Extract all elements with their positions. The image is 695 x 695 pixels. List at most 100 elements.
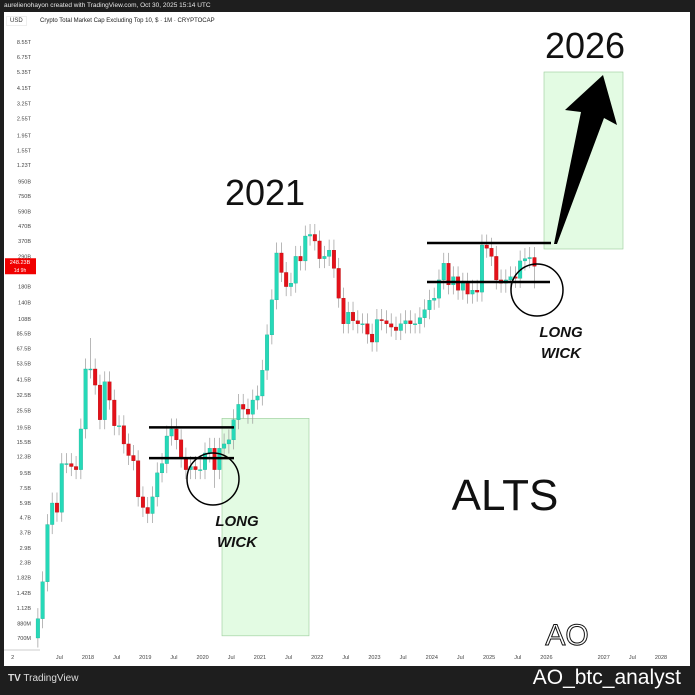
y-tick-label: 290B (18, 254, 31, 260)
candle-body (98, 384, 102, 420)
y-tick-label: 9.5B (20, 471, 32, 477)
y-tick-label: 140B (18, 301, 31, 307)
x-tick-label: Jul (285, 655, 292, 661)
created-by-text: aurelienohayon created with TradingView.… (4, 2, 211, 9)
y-tick-label: 1.82B (17, 575, 32, 581)
long-wick-circle (510, 263, 564, 317)
candle-body (35, 618, 40, 639)
candle-body (360, 323, 365, 325)
x-tick-label: 2024 (426, 655, 438, 661)
ao-logo: AO (545, 619, 588, 652)
currency-button[interactable]: USD (6, 16, 27, 26)
x-tick-label: Jul (228, 655, 235, 661)
candle-body (179, 439, 184, 459)
candle-body (274, 252, 279, 301)
y-tick-label: 7.5B (20, 486, 32, 492)
candle-body (427, 300, 432, 310)
candle-body (489, 248, 494, 257)
candle-body (59, 463, 64, 513)
y-tick-label: 700M (17, 636, 31, 642)
candle-body (284, 272, 289, 287)
y-tick-label: 53.5B (17, 361, 32, 367)
countdown: 1d 9h (14, 268, 27, 274)
candle-body (441, 263, 446, 281)
candle-body (279, 252, 284, 273)
candle-body (336, 268, 341, 299)
candle-body (322, 256, 327, 259)
candle-body (160, 463, 164, 474)
y-tick-label: 5.9B (20, 501, 32, 507)
y-tick-label: 15.5B (17, 440, 32, 446)
tradingview-logo-icon: TV (8, 673, 21, 684)
candle-body (64, 463, 69, 465)
y-tick-label: 1.12B (17, 606, 32, 612)
candle-body (169, 428, 174, 437)
long-wick-label: LONG (215, 513, 259, 530)
y-tick-label: 41.5B (17, 378, 32, 384)
up-arrow-icon (554, 75, 617, 244)
x-tick-label: 2022 (311, 655, 323, 661)
long-wick-circle (186, 452, 240, 506)
candle-body (317, 240, 322, 259)
x-tick-label: 2020 (196, 655, 208, 661)
y-tick-label: 108B (18, 317, 31, 323)
candle-body (126, 443, 131, 456)
candle-body (389, 323, 394, 328)
last-price: 248.23B (10, 260, 31, 266)
candle-body (456, 276, 461, 291)
y-tick-label: 4.15T (17, 86, 32, 92)
candle-body (69, 463, 74, 467)
candle-body (121, 425, 126, 445)
candle-body (107, 381, 112, 401)
y-tick-label: 25.5B (17, 408, 32, 414)
y-tick-label: 3.7B (20, 531, 32, 537)
candle-body (55, 502, 59, 513)
candle-body (331, 250, 336, 269)
x-tick-label: Jul (113, 655, 120, 661)
y-tick-label: 3.25T (17, 101, 32, 107)
candle-body (131, 455, 136, 461)
candle-body (265, 334, 270, 371)
y-tick-label: 32.5B (17, 393, 32, 399)
candle-body (437, 279, 441, 299)
candle-body (446, 263, 451, 286)
brand-label: TradingView (23, 673, 79, 684)
candle-body (298, 256, 303, 262)
candle-body (379, 319, 384, 321)
x-tick-label: 2021 (254, 655, 266, 661)
candle-body (231, 419, 236, 441)
x-tick-label: Jul (400, 655, 407, 661)
candle-body (183, 457, 188, 470)
candle-body (40, 581, 45, 619)
candle-body (45, 524, 50, 582)
x-tick-label: Jul (342, 655, 349, 661)
x-tick-label: Jul (514, 655, 521, 661)
candle-body (370, 333, 375, 343)
candle-body (351, 312, 355, 321)
y-tick-label: 2.55T (17, 117, 32, 123)
y-tick-label: 750B (18, 194, 31, 200)
candle-body (403, 320, 408, 324)
created-by-bar: aurelienohayon created with TradingView.… (4, 0, 211, 12)
x-tick-label: 2023 (368, 655, 380, 661)
y-tick-label: 2.9B (20, 546, 32, 552)
candle-body (145, 507, 150, 514)
label-2021: 2021 (225, 172, 305, 213)
candle-body (312, 234, 317, 242)
candle-body (203, 452, 207, 470)
candle-body (413, 323, 418, 325)
candle-body (226, 439, 231, 445)
zone-2021 (221, 418, 310, 637)
candle-body (50, 502, 55, 525)
x-tick-label: 2026 (540, 655, 552, 661)
candle-body (417, 317, 422, 324)
candle-body (174, 428, 179, 441)
y-tick-label: 4.7B (20, 515, 32, 521)
long-wick-label: LONG (539, 324, 583, 341)
y-tick-label: 1.95T (17, 134, 32, 140)
candle-body (269, 299, 274, 336)
candle-body (475, 290, 480, 293)
x-tick-label: 2025 (483, 655, 495, 661)
long-wick-label: WICK (217, 534, 258, 551)
